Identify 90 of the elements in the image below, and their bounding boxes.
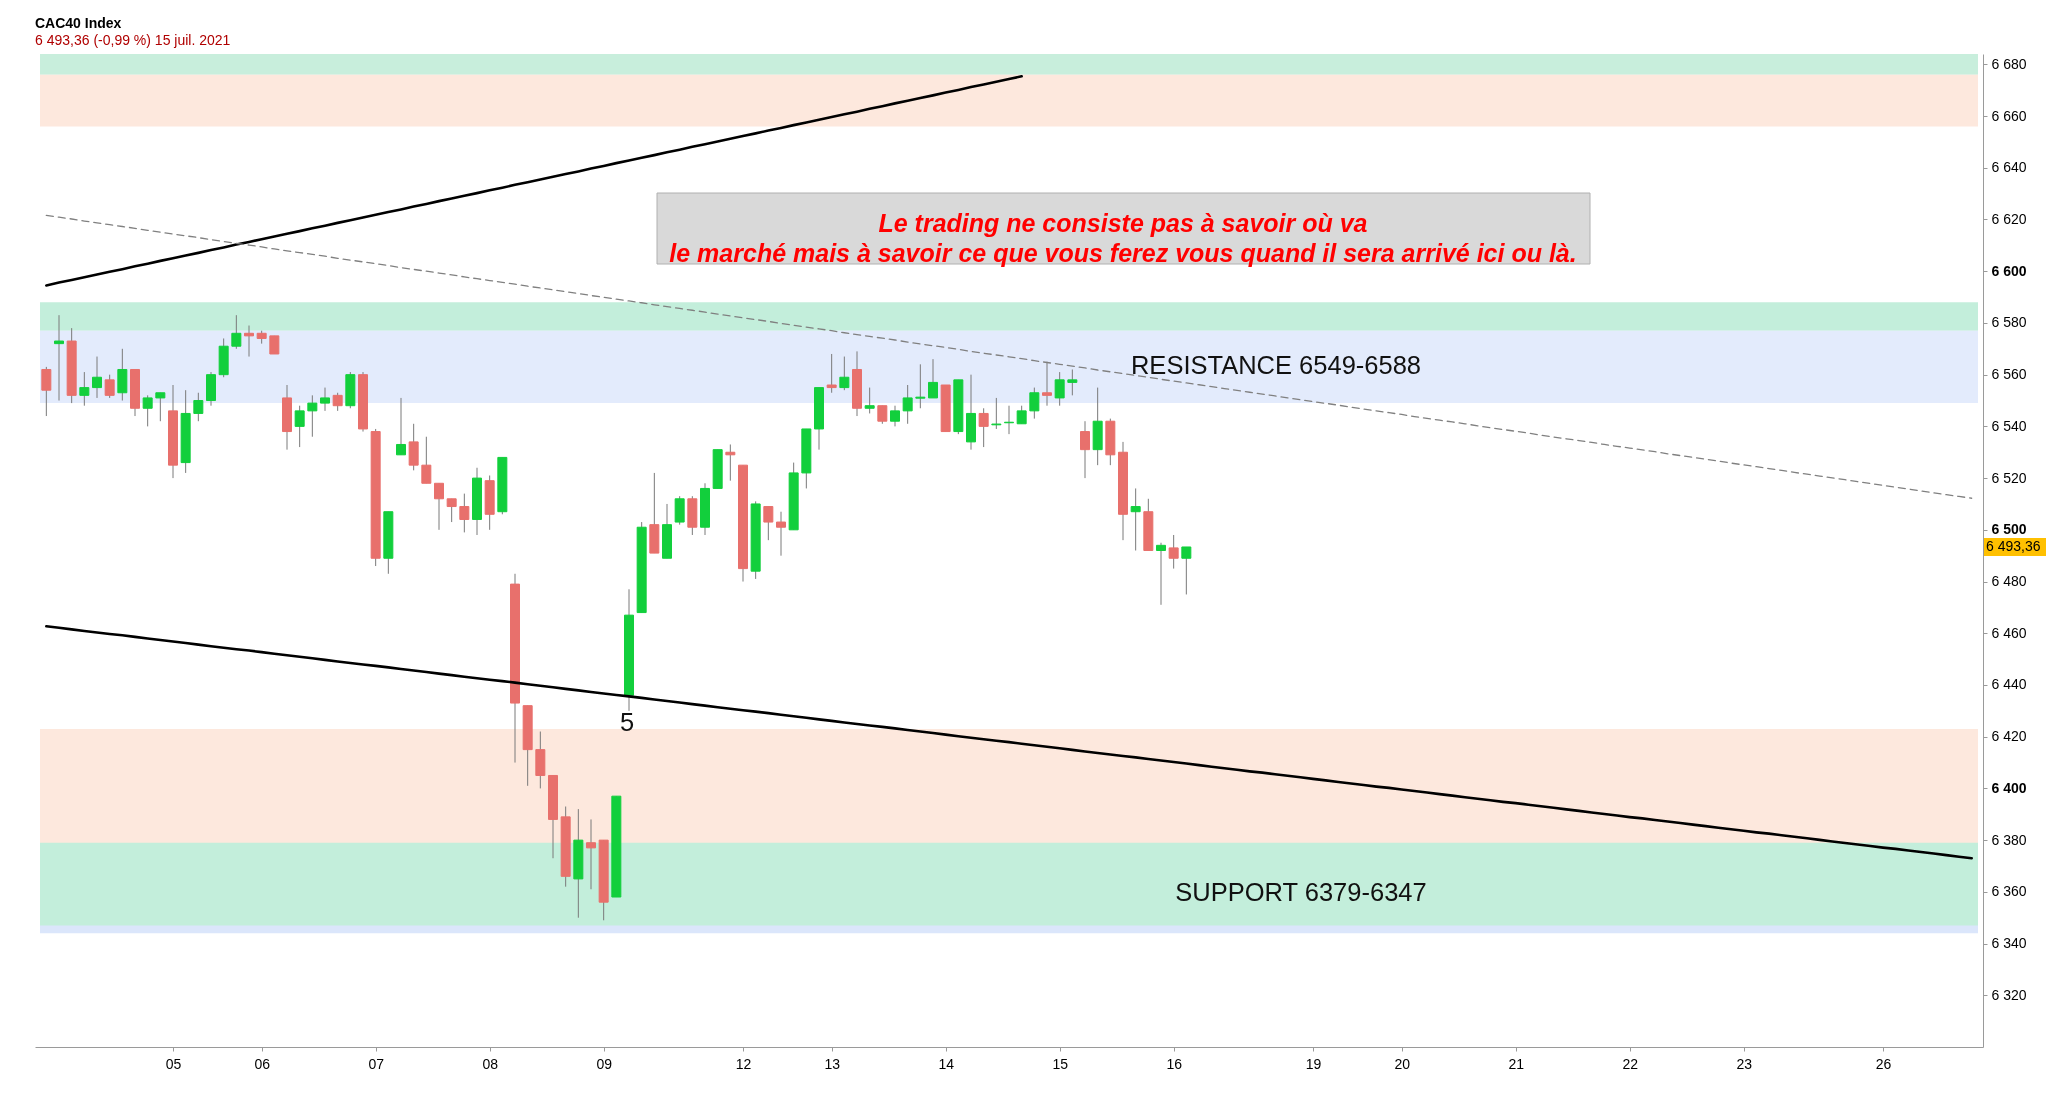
candlestick (142, 394, 153, 427)
candlestick (991, 397, 1002, 430)
y-tick-label: 6 420 (1991, 728, 2027, 745)
line-series (45, 214, 1973, 499)
candlestick (864, 387, 875, 414)
candlestick (41, 366, 52, 417)
candlestick (1168, 534, 1179, 570)
candlestick (915, 363, 926, 409)
candlestick (79, 371, 90, 407)
candlestick (1054, 371, 1065, 407)
x-tick-label: 06 (254, 1055, 271, 1072)
candlestick (1067, 368, 1078, 396)
candlestick (1080, 420, 1090, 479)
y-tick-label: 6 540 (1991, 417, 2027, 434)
y-tick-label: 6 320 (1991, 986, 2027, 1003)
candlestick (1042, 361, 1052, 407)
y-tick-label: 6 500 (1991, 521, 2027, 538)
x-tick-label: 22 (1622, 1055, 1639, 1072)
y-tick-label: 6 640 (1991, 159, 2027, 176)
candlestick (193, 392, 204, 422)
y-tick-label: 6 440 (1991, 676, 2027, 693)
x-tick-label: 16 (1166, 1055, 1183, 1072)
x-tick-label: 14 (938, 1055, 955, 1072)
candlestick (421, 436, 432, 484)
x-tick-label: 12 (735, 1055, 752, 1072)
y-tick-label: 6 380 (1991, 831, 2027, 848)
x-tick-label: 08 (482, 1055, 499, 1072)
candlestick (1130, 487, 1141, 551)
candlestick (826, 353, 837, 394)
annotation: Le trading ne consiste pas à savoir où va le marché mais à savoir ce que vous ferez vous quand il sera arrivé ici ou là. (669, 209, 1577, 267)
y-tick-label: 6 340 (1991, 935, 2027, 952)
candlestick (459, 493, 470, 533)
y-tick-label: 6 580 (1991, 314, 2027, 331)
y-tick-label: 6 620 (1991, 211, 2027, 227)
candlestick (1156, 542, 1166, 606)
y-tick-label: 6 560 (1991, 366, 2027, 383)
x-tick-label: 23 (1736, 1055, 1753, 1072)
candlestick (155, 392, 166, 422)
x-tick-label: 13 (824, 1055, 841, 1072)
candlestick (586, 818, 596, 890)
candlestick (396, 397, 406, 456)
y-tick-label: 6 460 (1991, 624, 2027, 641)
candlestick (890, 405, 900, 427)
line-series (45, 624, 1973, 860)
annotation: 5 (619, 708, 635, 736)
candlestick (902, 384, 913, 425)
candlestick (92, 356, 102, 399)
chart-title: CAC40 Index (35, 15, 122, 31)
candlestick (231, 314, 242, 350)
annotation: SUPPORT 6379-6347 (1175, 878, 1427, 906)
x-tick-label: 05 (165, 1055, 182, 1072)
candlestick (446, 498, 457, 523)
x-tick-label: 19 (1305, 1055, 1322, 1072)
y-tick-label: 6 680 (1991, 55, 2027, 72)
candlestick (320, 387, 330, 412)
candlestick (1181, 546, 1192, 595)
text: 6 493,36 (1986, 538, 2041, 554)
candlestick (1029, 387, 1040, 420)
candlestick (408, 423, 419, 471)
y-tick-label: 6 600 (1991, 262, 2027, 279)
candlestick (294, 405, 305, 448)
x-tick-label: 26 (1875, 1055, 1892, 1072)
x-tick-label: 20 (1394, 1055, 1411, 1072)
candlestick (877, 405, 888, 425)
x-tick-label: 09 (596, 1055, 613, 1072)
candlestick (434, 482, 444, 531)
candlestick (763, 506, 774, 541)
candlestick (1016, 405, 1027, 425)
y-tick-label: 6 520 (1991, 469, 2027, 486)
candlestick (978, 407, 989, 448)
candlestick (104, 374, 115, 399)
candlestick (244, 325, 254, 358)
x-tick-label: 21 (1508, 1055, 1525, 1072)
y-tick-label: 6 400 (1991, 779, 2027, 796)
candlestick (776, 511, 786, 557)
candlestick (269, 335, 280, 355)
x-tick-label: 15 (1052, 1055, 1069, 1072)
candlestick (839, 356, 850, 391)
y-tick-label: 6 360 (1991, 883, 2027, 900)
candlestick (332, 392, 343, 412)
y-tick-label: 6 660 (1991, 107, 2027, 124)
candlestick (674, 495, 685, 526)
candlestick (117, 348, 128, 402)
candlestick (54, 314, 64, 402)
candlestick (307, 394, 318, 438)
candlestick (928, 358, 938, 399)
chart-subtitle: 6 493,36 (-0,99 %) 15 juil. 2021 (35, 32, 231, 48)
annotation: RESISTANCE 6549-6588 (1130, 351, 1422, 379)
x-tick-label: 07 (368, 1055, 385, 1072)
y-tick-label: 6 480 (1991, 573, 2027, 590)
